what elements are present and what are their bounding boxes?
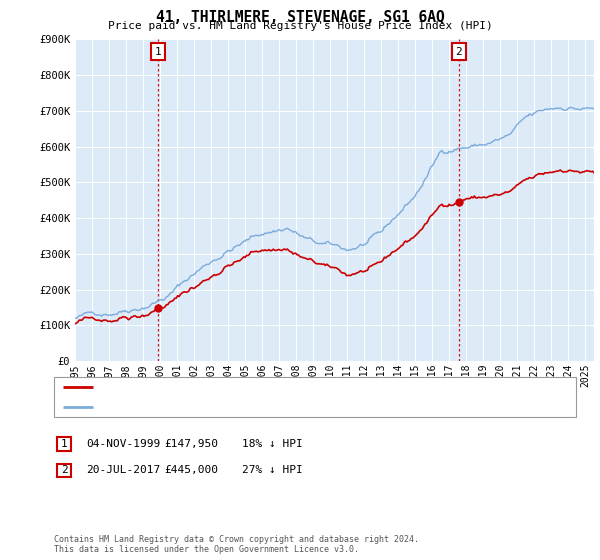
Text: HPI: Average price, detached house, North Hertfordshire: HPI: Average price, detached house, Nort… — [99, 402, 443, 412]
Text: 41, THIRLMERE, STEVENAGE, SG1 6AQ: 41, THIRLMERE, STEVENAGE, SG1 6AQ — [155, 10, 445, 25]
Text: 41, THIRLMERE, STEVENAGE, SG1 6AQ (detached house): 41, THIRLMERE, STEVENAGE, SG1 6AQ (detac… — [99, 382, 412, 393]
Text: 2: 2 — [455, 46, 463, 57]
Text: Contains HM Land Registry data © Crown copyright and database right 2024.
This d: Contains HM Land Registry data © Crown c… — [54, 535, 419, 554]
Text: 2: 2 — [61, 465, 68, 475]
Text: £445,000: £445,000 — [164, 465, 218, 475]
Text: 18% ↓ HPI: 18% ↓ HPI — [242, 439, 303, 449]
Text: 27% ↓ HPI: 27% ↓ HPI — [242, 465, 303, 475]
Text: £147,950: £147,950 — [164, 439, 218, 449]
Text: 1: 1 — [155, 46, 161, 57]
Text: 20-JUL-2017: 20-JUL-2017 — [86, 465, 161, 475]
Text: 1: 1 — [61, 439, 68, 449]
Text: Price paid vs. HM Land Registry's House Price Index (HPI): Price paid vs. HM Land Registry's House … — [107, 21, 493, 31]
Text: 04-NOV-1999: 04-NOV-1999 — [86, 439, 161, 449]
